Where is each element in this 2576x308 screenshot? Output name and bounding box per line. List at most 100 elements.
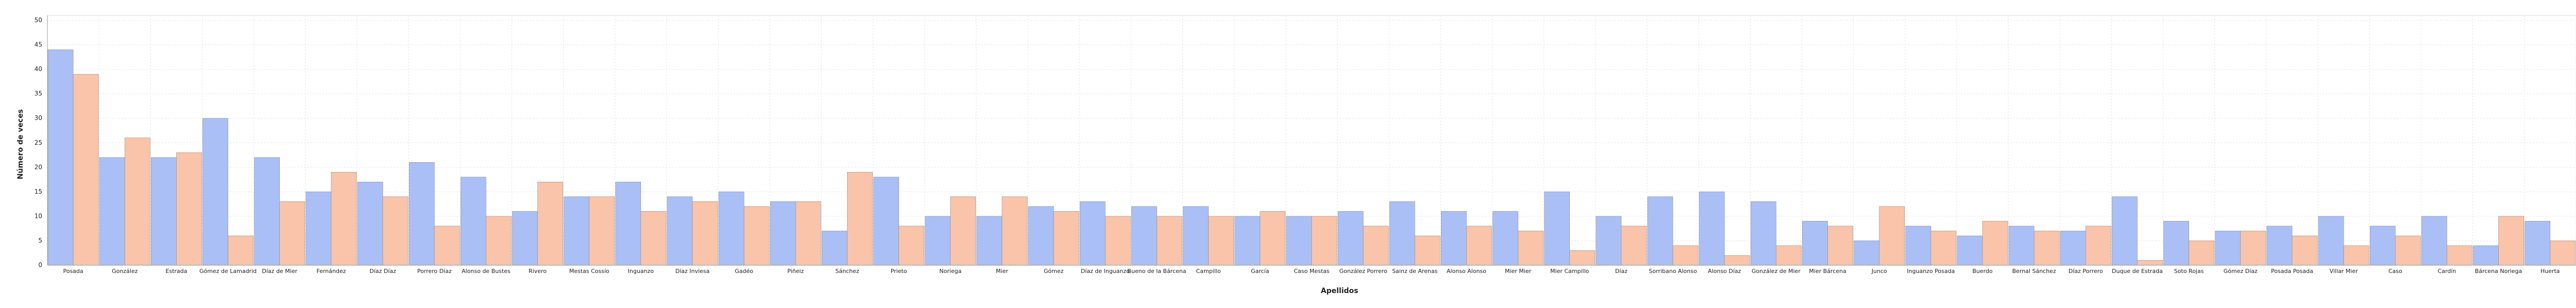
x-tick-label: Prieto [891, 268, 907, 275]
bar [1776, 245, 1802, 266]
x-tick-label: Mier Mier [1505, 268, 1532, 275]
x-tick-label: Bárcena Noriega [2475, 268, 2522, 275]
bar [1672, 245, 1699, 266]
bar [2524, 221, 2551, 266]
x-tick-label: Bernal Sánchez [2012, 268, 2056, 275]
bar [847, 172, 873, 266]
x-tick-label: Mestas Cossío [569, 268, 609, 275]
bar [537, 182, 563, 266]
bar [2292, 235, 2318, 266]
bar [1596, 216, 1622, 266]
bar [873, 177, 899, 266]
bar [718, 192, 744, 266]
y-tick-label: 5 [38, 237, 42, 244]
x-tick-label: Mier [996, 268, 1008, 275]
y-tick-label: 0 [38, 262, 42, 269]
x-tick-label: García [1251, 268, 1269, 275]
bar [2215, 231, 2241, 266]
x-axis-label: Apellidos [1321, 287, 1359, 295]
bar [2137, 260, 2163, 266]
bar [1389, 201, 1415, 266]
x-tick-label: Gómez de Lamadrid [199, 268, 257, 275]
bar [1544, 192, 1570, 266]
bar [1750, 201, 1776, 266]
bar [2240, 231, 2266, 266]
bar [1260, 211, 1286, 266]
bar [1724, 255, 1750, 266]
x-tick-label: Villar Mier [2330, 268, 2359, 275]
x-tick-label: Caso [2388, 268, 2402, 275]
x-tick-label: Estrada [165, 268, 187, 275]
bar [357, 182, 383, 266]
bar [2008, 226, 2035, 266]
bar [1802, 221, 1828, 266]
bar [1699, 192, 1725, 266]
x-tick-label: Inguanzo [628, 268, 654, 275]
bar [1569, 250, 1596, 266]
bar [2498, 216, 2524, 266]
x-tick-label: Mier Bárcena [1809, 268, 1846, 275]
bar [2421, 216, 2447, 266]
bar [2318, 216, 2344, 266]
x-tick-label: Alonso Alonso [1447, 268, 1486, 275]
bar [1183, 206, 1209, 266]
y-tick-label: 35 [35, 90, 42, 97]
y-tick-label: 10 [35, 212, 42, 219]
bar [2395, 235, 2421, 266]
x-tick-label: Rivero [529, 268, 547, 275]
bar [279, 201, 306, 266]
bar [382, 196, 409, 266]
x-tick-label: Díaz Inviesa [675, 268, 710, 275]
x-tick-label: Porrero Díaz [417, 268, 452, 275]
bar [1957, 235, 1983, 266]
bar [950, 196, 976, 266]
x-tick-label: Díaz Porrero [2069, 268, 2103, 275]
bar [667, 196, 693, 266]
y-tick-label: 20 [35, 163, 42, 170]
bar [1286, 216, 1312, 266]
bar [2266, 226, 2293, 266]
bar [1879, 206, 1905, 266]
x-tick-label: Inguanzo Posada [1907, 268, 1955, 275]
x-tick-label: González Porrero [1339, 268, 1387, 275]
bar [795, 201, 821, 266]
x-tick-label: Sánchez [835, 268, 859, 275]
x-tick-label: Díaz [1615, 268, 1628, 275]
x-tick-label: Sorribano Alonso [1649, 268, 1697, 275]
bar [1930, 231, 1957, 266]
bar [486, 216, 512, 266]
y-axis-label: Número de veces [16, 109, 25, 179]
bar [409, 162, 435, 266]
x-tick-label: Sainz de Arenas [1392, 268, 1438, 275]
bar [2189, 241, 2215, 266]
bar [1982, 221, 2008, 266]
bar [2473, 245, 2499, 266]
x-tick-label: Mier Campillo [1550, 268, 1589, 275]
bar [124, 138, 150, 266]
bar [1647, 196, 1673, 266]
x-tick-label: González de Mier [1752, 268, 1801, 275]
bar [976, 216, 1003, 266]
x-tick-label: Díaz de Mier [262, 268, 297, 275]
bar [460, 177, 486, 266]
bar [99, 157, 125, 266]
x-tick-label: Alonso Díaz [1708, 268, 1741, 275]
x-tick-label: Díaz Díaz [369, 268, 396, 275]
bar [1414, 235, 1440, 266]
bar [1363, 226, 1389, 266]
x-tick-label: Caso Mestas [1294, 268, 1329, 275]
bar [1854, 241, 1879, 266]
y-tick-label: 15 [35, 188, 42, 195]
bar [1053, 211, 1079, 266]
x-tick-label: Posada Posada [2271, 268, 2313, 275]
x-tick-label: Gómez Díaz [2224, 268, 2258, 275]
bar [2163, 221, 2189, 266]
bar [73, 74, 99, 266]
bar [1234, 216, 1261, 266]
bar [925, 216, 951, 266]
bar [1105, 216, 1131, 266]
x-tick-label: Piñeiz [787, 268, 804, 275]
x-tick-label: Fernández [316, 268, 346, 275]
bar [1466, 226, 1492, 266]
